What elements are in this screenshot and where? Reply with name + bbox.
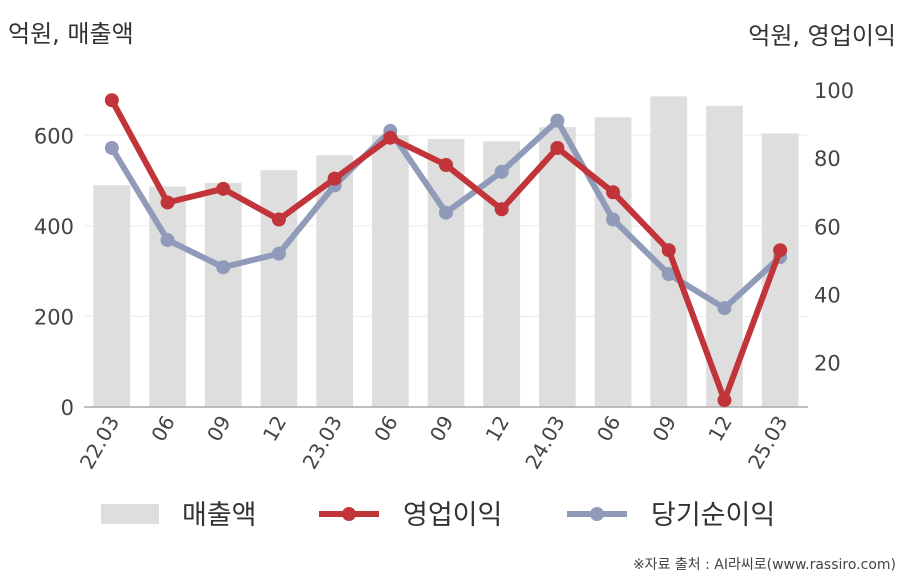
series-point <box>271 212 286 227</box>
legend: 매출액 영업이익 당기순이익 <box>101 500 775 531</box>
left-tick-label: 600 <box>34 124 74 148</box>
legend-label-operating-profit: 영업이익 <box>403 500 502 531</box>
series-point <box>550 140 565 155</box>
revenue-bar <box>371 135 409 408</box>
revenue-bar <box>539 127 576 408</box>
left-tick-label: 0 <box>61 396 74 420</box>
series-point <box>550 113 565 128</box>
revenue-bar <box>427 138 465 407</box>
profit-lines <box>104 93 788 408</box>
series-point <box>773 243 788 258</box>
series-point <box>717 393 732 408</box>
series-point <box>104 93 119 108</box>
revenue-bars <box>93 96 799 408</box>
revenue-bar <box>204 182 242 407</box>
right-axis-unit: 억원, 영업이익 <box>748 22 896 50</box>
series-point <box>383 130 398 145</box>
legend-label-net-income: 당기순이익 <box>651 500 775 531</box>
series-point <box>439 205 453 220</box>
right-tick-label: 40 <box>814 284 841 308</box>
series-point <box>661 267 676 282</box>
series-point <box>216 181 231 196</box>
x-tick-label: 25.03 <box>743 412 792 474</box>
series-point <box>494 202 509 217</box>
x-tick-label: 12 <box>258 412 292 446</box>
legend-label-revenue: 매출액 <box>182 500 257 531</box>
legend-swatch-revenue <box>101 504 159 524</box>
legend-marker-net-income <box>590 507 604 521</box>
series-point <box>160 195 175 210</box>
series-point <box>216 260 231 275</box>
revenue-bar <box>260 170 298 407</box>
revenue-bar <box>316 155 353 407</box>
x-tick-label: 09 <box>202 412 236 446</box>
right-tick-label: 80 <box>814 147 841 171</box>
right-tick-label: 60 <box>814 215 841 239</box>
x-tick-label: 06 <box>146 412 180 446</box>
x-tick-label: 12 <box>703 412 737 446</box>
source-note: ※자료 출처 : AI라씨로(www.rassiro.com) <box>632 557 896 573</box>
x-tick-label: 12 <box>481 412 515 446</box>
revenue-bar <box>706 105 743 407</box>
revenue-bar <box>483 141 521 407</box>
x-tick-label: 22.03 <box>75 412 124 474</box>
revenue-bar <box>594 117 632 408</box>
legend-marker-operating-profit <box>342 507 356 521</box>
series-point <box>494 164 509 179</box>
x-tick-label: 09 <box>648 412 682 446</box>
left-axis-unit: 억원, 매출액 <box>8 20 134 48</box>
x-tick-label: 06 <box>369 412 403 446</box>
series-point <box>606 185 621 200</box>
series-point <box>439 157 453 172</box>
right-tick-label: 20 <box>814 352 841 376</box>
x-tick-label: 23.03 <box>298 412 347 474</box>
series-point <box>717 301 732 316</box>
revenue-bar <box>93 185 131 407</box>
series-point <box>271 246 286 261</box>
series-point <box>661 243 676 258</box>
left-tick-label: 400 <box>34 215 74 239</box>
x-tick-label: 24.03 <box>520 412 569 474</box>
x-tick-label: 06 <box>592 412 626 446</box>
x-tick-label: 09 <box>425 412 459 446</box>
series-point <box>104 140 119 155</box>
left-tick-label: 200 <box>34 305 74 329</box>
series-point <box>606 212 621 227</box>
series-point <box>327 171 342 186</box>
right-tick-label: 100 <box>814 79 854 103</box>
series-point <box>160 232 175 247</box>
